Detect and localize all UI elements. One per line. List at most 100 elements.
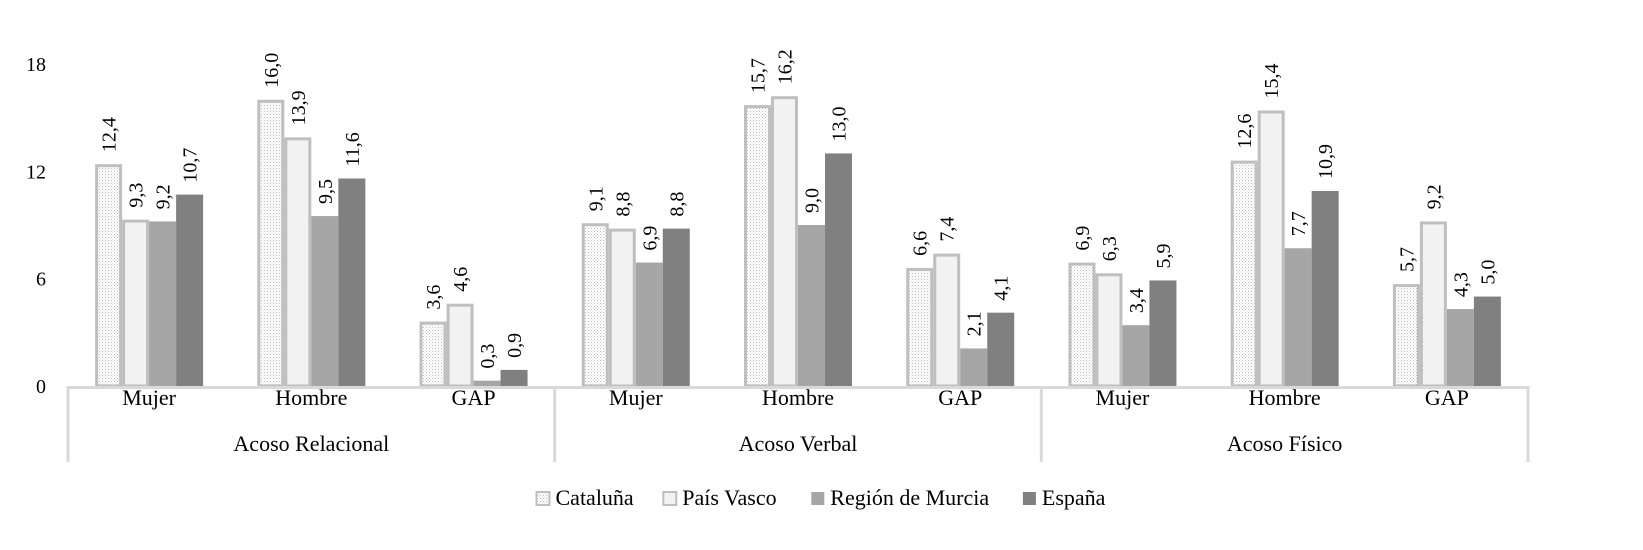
y-tick-label: 6 [36,269,46,291]
data-label: 5,0 [1477,260,1499,285]
bar-cataluña [257,99,285,388]
data-label: 0,9 [504,333,526,358]
data-label: 12,4 [99,117,121,152]
data-label: 6,9 [639,226,661,251]
x-tick-label: Hombre [1249,385,1321,410]
bar-país-vasco [122,219,150,388]
data-label: 15,7 [748,58,770,93]
bar-cataluña [1230,160,1258,388]
legend-swatch [1022,492,1036,505]
legend-swatch [662,491,678,506]
bar-españa [1149,280,1177,386]
data-label: 9,1 [585,186,607,211]
x-axis: Mujer Hombre GAP Mujer Hombre GAP Mujer Hombre G… [66,385,1530,462]
legend-label: País Vasco [682,485,776,510]
y-axis: 0 6 12 18 [26,54,46,398]
legend-label: Cataluña [556,485,634,510]
y-tick-label: 18 [26,54,46,76]
bar-región-de-murcia [1122,325,1150,386]
data-label: 4,1 [991,276,1013,301]
bar-región-de-murcia [798,225,825,386]
bar-cataluña [744,105,771,388]
legend-item: Región de Murcia [811,485,989,510]
data-label: 11,6 [342,132,364,166]
x-tick-label: Hombre [762,385,834,410]
data-label: 15,4 [1261,64,1283,99]
legend-item: Cataluña [535,485,634,510]
data-label: 9,3 [126,183,148,208]
data-label: 6,6 [910,231,932,256]
y-tick-label: 12 [26,161,46,183]
bar-cataluña [1068,262,1096,388]
x-group-label: Acoso Físico [1227,431,1343,456]
bar-país-vasco [446,303,474,388]
x-tick-label: GAP [938,385,982,410]
bar-región-de-murcia [473,380,501,386]
bar-cataluña [581,223,609,388]
legend-label: Región de Murcia [830,485,989,510]
bar-cataluña [95,164,123,388]
bar-país-vasco [1419,221,1447,388]
data-label: 8,8 [612,192,634,217]
x-group-label: Acoso Verbal [739,431,858,456]
x-tick-label: Mujer [1096,385,1150,410]
bar-país-vasco [284,137,312,388]
data-label: 6,9 [1072,226,1094,251]
data-label: 13,0 [829,106,851,141]
legend-swatch [535,491,551,506]
data-label: 10,9 [1315,144,1337,179]
data-label: 5,7 [1396,247,1418,272]
legend-item: España [1022,485,1106,510]
data-label: 9,5 [315,179,337,204]
data-label: 16,0 [261,53,283,88]
legend-swatch [811,492,825,505]
data-label: 7,4 [937,217,959,242]
x-tick-label: Mujer [609,385,663,410]
bar-país-vasco [1095,273,1123,388]
bar-región-de-murcia [1284,248,1312,386]
data-label: 0,3 [477,344,499,369]
data-label: 3,6 [423,285,445,310]
bar-región-de-murcia [1446,309,1474,386]
bar-región-de-murcia [149,221,177,386]
data-label: 10,7 [180,148,202,183]
bar-cataluña [419,321,447,388]
bar-cataluña [906,267,934,388]
bar-españa [987,312,1015,386]
bar-país-vasco [608,228,636,388]
legend-label: España [1042,485,1106,510]
data-label: 2,1 [964,311,986,336]
bar-españa [500,369,528,386]
data-label: 9,2 [1423,184,1445,209]
bar-españa [1473,296,1501,386]
x-tick-label: GAP [452,385,496,410]
data-labels-layer: 12,4 16,0 3,6 9,1 15,7 6,6 6,9 12,6 5,7 9,3 13,9 4,… [99,49,1500,368]
bar-cataluña [1392,284,1420,388]
data-label: 16,2 [775,49,797,84]
data-label: 3,4 [1126,288,1148,313]
x-group-label: Acoso Relacional [233,431,389,456]
x-tick-label: Hombre [275,385,347,410]
bar-españa [1311,191,1339,386]
bar-país-vasco [1257,110,1285,388]
bar-españa [338,178,366,386]
bar-españa [176,194,204,386]
data-label: 6,3 [1099,236,1121,261]
x-tick-label: GAP [1425,385,1469,410]
bar-país-vasco [771,96,798,388]
data-label: 7,7 [1288,211,1310,236]
data-label: 9,2 [153,184,175,209]
data-label: 5,9 [1153,243,1175,268]
data-label: 13,9 [288,90,310,125]
bars-layer [95,96,1501,388]
bar-españa [825,153,852,386]
data-label: 4,3 [1450,272,1472,297]
x-tick-label: Mujer [122,385,176,410]
bar-país-vasco [933,253,961,388]
data-label: 12,6 [1234,114,1256,149]
data-label: 8,8 [666,192,688,217]
data-label: 9,0 [802,188,824,213]
bar-región-de-murcia [311,216,339,386]
